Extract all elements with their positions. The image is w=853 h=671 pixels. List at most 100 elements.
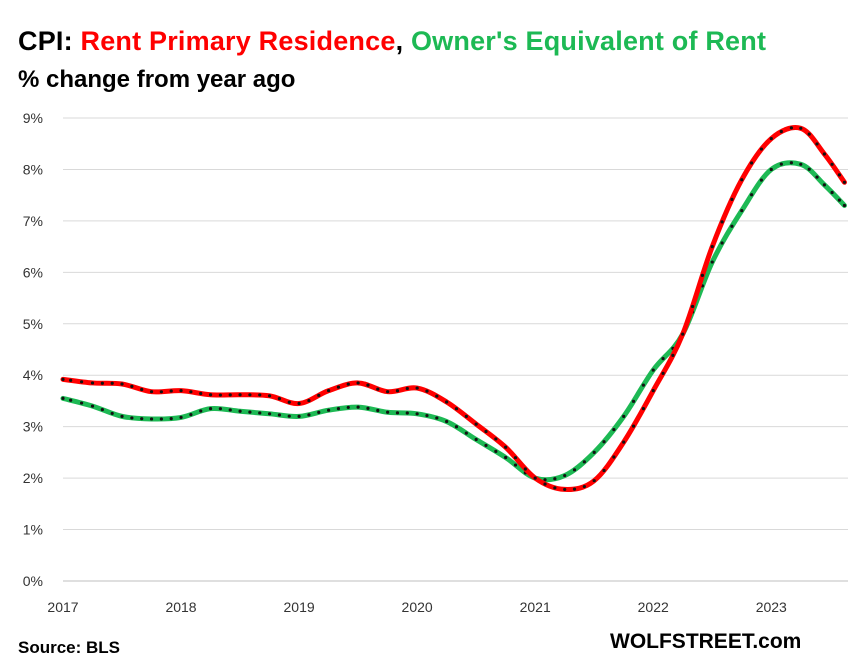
series-point-rent [661,371,665,375]
series-point-rent [110,381,114,385]
series-point-oer [661,357,665,361]
series-point-rent [631,424,636,428]
series-point-rent [464,414,468,418]
series-point-rent [572,487,577,491]
series-point-rent [700,273,705,277]
series-point-rent [740,178,744,182]
x-tick-label: 2017 [47,599,78,615]
series-point-rent [61,377,65,381]
series-point-oer [140,417,144,421]
series-line-rent [60,125,847,492]
y-tick-label: 7% [23,213,43,229]
series-point-rent [218,393,222,397]
series-point-rent [582,484,586,489]
series-point-rent [651,389,655,393]
series-line-oer [60,160,847,483]
series-point-rent [140,387,144,392]
series-point-rent [336,385,341,389]
series-point-rent [100,381,104,385]
series-point-oer [740,209,744,213]
chart-title: CPI: Rent Primary Residence, Owner's Equ… [18,26,766,57]
series-point-oer [612,428,616,432]
series-point-rent [759,147,764,151]
series-point-oer [563,473,567,478]
series-point-oer [189,413,193,417]
series-point-rent [277,397,282,401]
series-point-oer [830,190,834,195]
y-tick-label: 1% [23,522,43,538]
y-tick-label: 8% [23,161,43,177]
title-separator: , [395,26,411,56]
title-prefix: CPI: [18,26,81,56]
series-point-oer [513,463,518,467]
series-point-oer [277,413,282,417]
series-point-oer [445,419,449,424]
y-tick-label: 6% [23,264,43,280]
series-point-rent [69,378,73,382]
series-point-oer [287,414,291,418]
series-point-rent [592,479,596,483]
series-point-rent [494,437,498,441]
series-point-oer [582,460,586,464]
series-point-oer [327,408,331,412]
series-point-rent [807,132,811,136]
series-point-oer [641,383,645,387]
series-point-rent [563,487,567,492]
x-tick-label: 2018 [165,599,196,615]
series-point-oer [484,443,488,448]
series-point-rent [267,394,272,398]
series-point-oer [454,425,459,429]
x-tick-label: 2022 [638,599,669,615]
series-point-rent [749,161,754,165]
series-point-oer [779,162,783,166]
series-point-rent [120,382,124,386]
series-point-oer [366,406,370,410]
series-point-rent [405,386,409,391]
y-tick-label: 2% [23,470,43,486]
series-point-oer [208,407,213,411]
series-point-rent [445,400,449,404]
series-point-oer [504,455,508,460]
series-point-rent [789,126,793,130]
series-point-rent [169,389,173,393]
series-point-rent [484,429,488,434]
series-point-rent [612,455,616,459]
series-point-oer [837,198,841,202]
series-point-oer [425,413,429,418]
series-point-oer [258,411,262,415]
series-point-oer [169,417,173,421]
series-point-rent [149,390,154,394]
series-point-oer [789,161,793,165]
series-point-rent [79,380,84,384]
series-point-rent [641,407,645,411]
series-point-oer [317,410,321,414]
series-point-rent [799,126,803,130]
series-point-oer [307,413,311,417]
series-point-oer [710,260,714,264]
series-point-oer [405,411,409,415]
series-point-rent [720,220,724,224]
series-point-rent [730,197,734,201]
series-point-rent [307,398,311,403]
series-point-rent [238,393,242,397]
series-point-rent [454,407,459,411]
brand-watermark: WOLFSTREET.com [610,630,802,653]
series-point-rent [671,353,675,358]
x-tick-label: 2023 [756,599,787,615]
series-point-oer [90,404,95,408]
series-point-rent [779,129,783,134]
series-point-oer [815,175,819,179]
series-point-rent [189,390,193,394]
series-point-rent [327,389,331,393]
x-tick-label: 2021 [520,599,551,615]
series-point-rent [690,304,695,309]
series-point-rent [681,332,685,336]
title-series-rent: Rent Primary Residence [80,26,396,56]
series-point-rent [130,384,134,388]
series-point-oer [79,401,84,405]
series-point-oer [395,411,400,415]
series-point-oer [553,477,557,481]
series-point-oer [730,224,734,228]
series-point-oer [572,468,577,472]
